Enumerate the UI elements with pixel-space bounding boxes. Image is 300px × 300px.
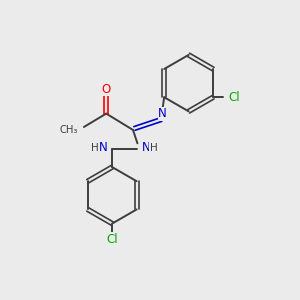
Text: H: H [150, 143, 158, 153]
Text: CH₃: CH₃ [59, 125, 77, 135]
Text: N: N [99, 141, 108, 154]
Text: H: H [91, 143, 99, 153]
Text: N: N [142, 141, 151, 154]
Text: N: N [158, 107, 167, 120]
Text: Cl: Cl [228, 91, 240, 104]
Text: Cl: Cl [106, 232, 118, 245]
Text: O: O [102, 83, 111, 96]
